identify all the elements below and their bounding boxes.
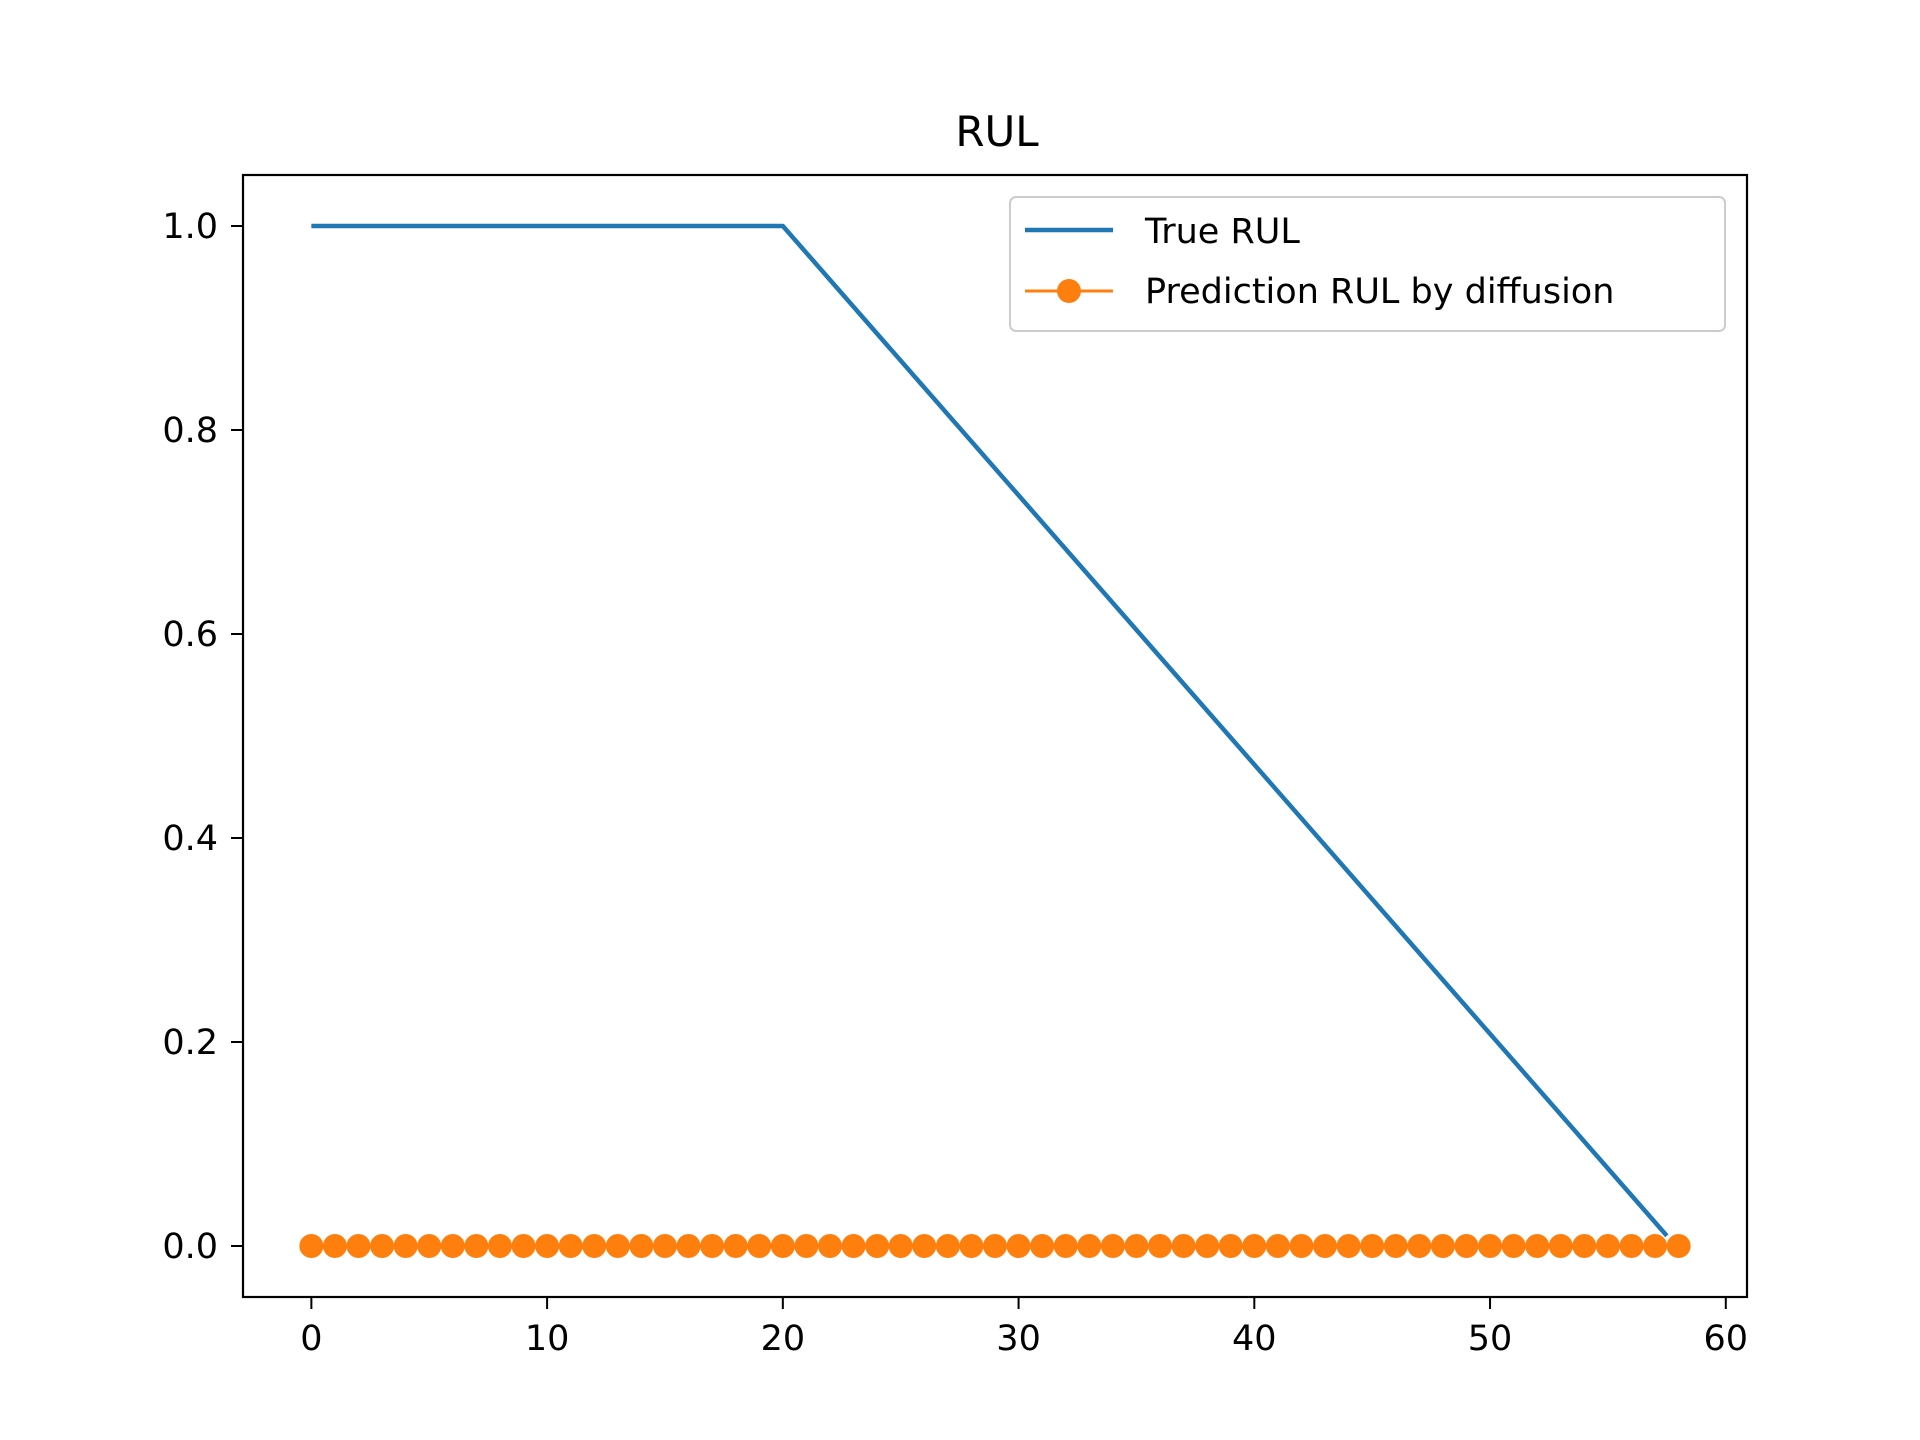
legend-marker-prediction-rul	[1057, 279, 1081, 303]
data-point	[817, 1234, 842, 1258]
data-point	[1124, 1234, 1149, 1258]
data-point	[1407, 1234, 1432, 1258]
data-point	[370, 1234, 395, 1258]
x-tick-label: 60	[1704, 1319, 1749, 1359]
x-tick-label: 10	[525, 1319, 570, 1359]
data-point	[1525, 1234, 1550, 1258]
data-point	[652, 1234, 677, 1258]
data-point	[346, 1234, 371, 1258]
y-tick-label: 0.6	[162, 615, 218, 655]
data-point	[582, 1234, 607, 1258]
data-point	[770, 1234, 795, 1258]
data-point	[912, 1234, 937, 1258]
data-point	[1383, 1234, 1408, 1258]
data-point	[1501, 1234, 1526, 1258]
data-point	[393, 1234, 418, 1258]
data-point	[1336, 1234, 1361, 1258]
data-point	[935, 1234, 960, 1258]
data-point	[1548, 1234, 1573, 1258]
x-tick-label: 30	[996, 1319, 1041, 1359]
legend-box	[1009, 196, 1726, 332]
data-point	[1265, 1234, 1290, 1258]
data-point	[440, 1234, 465, 1258]
data-point	[676, 1234, 701, 1258]
y-tick-label: 0.8	[162, 411, 218, 451]
data-point	[794, 1234, 819, 1258]
axes-frame	[241, 173, 1749, 1299]
x-tick-label: 40	[1232, 1319, 1277, 1359]
x-tick-label: 50	[1468, 1319, 1513, 1359]
data-point	[1430, 1234, 1455, 1258]
data-point	[535, 1234, 560, 1258]
data-point	[1006, 1234, 1031, 1258]
data-point	[322, 1234, 347, 1258]
data-point	[1077, 1234, 1102, 1258]
data-point	[1313, 1234, 1338, 1258]
x-tick-label: 0	[300, 1319, 322, 1359]
series-line-0	[311, 223, 1669, 1238]
data-point	[1454, 1234, 1479, 1258]
data-point	[558, 1234, 583, 1258]
x-tick-label: 20	[761, 1319, 806, 1359]
data-point	[1195, 1234, 1220, 1258]
legend-label-true-rul: True RUL	[1144, 212, 1300, 252]
y-axis: 0.0 0.2 0.4 0.6 0.8 1.0	[162, 207, 243, 1267]
data-point	[605, 1234, 630, 1258]
data-point	[747, 1234, 772, 1258]
data-point	[1148, 1234, 1173, 1258]
data-point	[1218, 1234, 1243, 1258]
y-tick-label: 1.0	[162, 207, 218, 247]
y-tick-label: 0.4	[162, 819, 218, 859]
data-point	[299, 1234, 324, 1258]
data-point	[1595, 1234, 1620, 1258]
data-point	[983, 1234, 1007, 1258]
x-axis: 0 10 20 30 40 50 60	[300, 1297, 1748, 1359]
data-point	[1572, 1234, 1597, 1258]
data-point	[629, 1234, 654, 1258]
data-point	[1289, 1234, 1314, 1258]
data-point	[1478, 1234, 1503, 1258]
data-point	[700, 1234, 725, 1258]
data-point	[959, 1234, 984, 1258]
plot-area	[241, 173, 1749, 1299]
legend: True RUL Prediction RUL by diffusion	[1009, 196, 1726, 332]
data-point	[1053, 1234, 1078, 1258]
data-point	[464, 1234, 489, 1258]
data-point	[841, 1234, 866, 1258]
data-point	[1643, 1234, 1668, 1258]
data-point	[723, 1234, 748, 1258]
data-point	[1666, 1234, 1691, 1258]
y-tick-label: 0.2	[162, 1023, 218, 1063]
data-point	[1030, 1234, 1055, 1258]
legend-label-prediction-rul: Prediction RUL by diffusion	[1145, 272, 1614, 312]
y-tick-label: 0.0	[162, 1227, 218, 1267]
data-point	[865, 1234, 890, 1258]
data-point	[1242, 1234, 1267, 1258]
data-point	[1171, 1234, 1196, 1258]
data-point	[888, 1234, 913, 1258]
data-point	[1360, 1234, 1385, 1258]
data-point	[1100, 1234, 1125, 1258]
data-point	[487, 1234, 512, 1258]
data-point	[417, 1234, 442, 1258]
data-point	[1619, 1234, 1644, 1258]
chart-title: RUL	[955, 107, 1039, 156]
data-point	[511, 1234, 536, 1258]
series-layer	[299, 223, 1691, 1258]
